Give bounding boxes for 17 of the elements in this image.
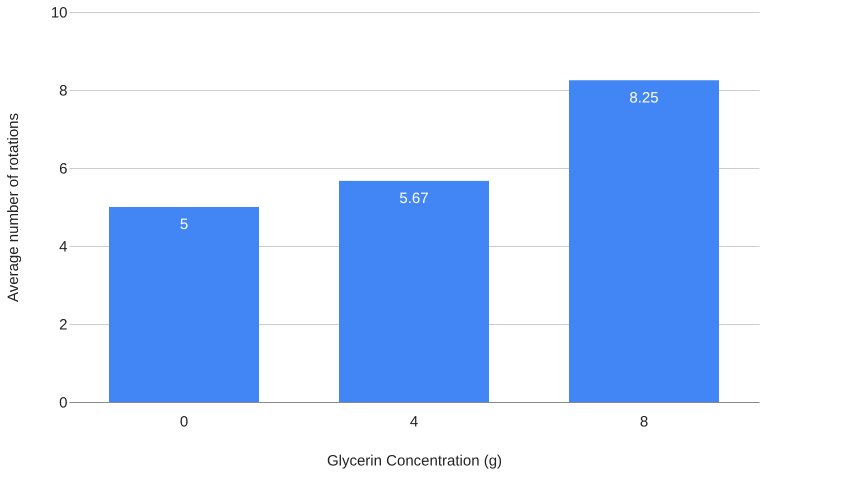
y-tick-label: 4	[59, 238, 68, 256]
data-label: 5.67	[399, 190, 429, 207]
data-label: 5	[180, 216, 188, 233]
y-tick-label: 8	[59, 82, 68, 100]
y-tick-label: 0	[59, 394, 68, 412]
x-tick-label: 0	[180, 414, 188, 430]
data-label: 8.25	[629, 89, 659, 106]
y-tick-label: 2	[59, 316, 68, 334]
bar	[109, 207, 259, 402]
y-tick-label: 6	[59, 160, 68, 178]
x-tick-label: 8	[640, 414, 648, 430]
x-axis-title: Glycerin Concentration (g)	[326, 452, 502, 470]
x-tick-label: 4	[410, 414, 418, 430]
y-axis-title: Average number of rotations	[4, 112, 22, 302]
bar	[569, 80, 719, 402]
bar	[339, 180, 489, 402]
y-tick-label: 10	[50, 4, 68, 22]
